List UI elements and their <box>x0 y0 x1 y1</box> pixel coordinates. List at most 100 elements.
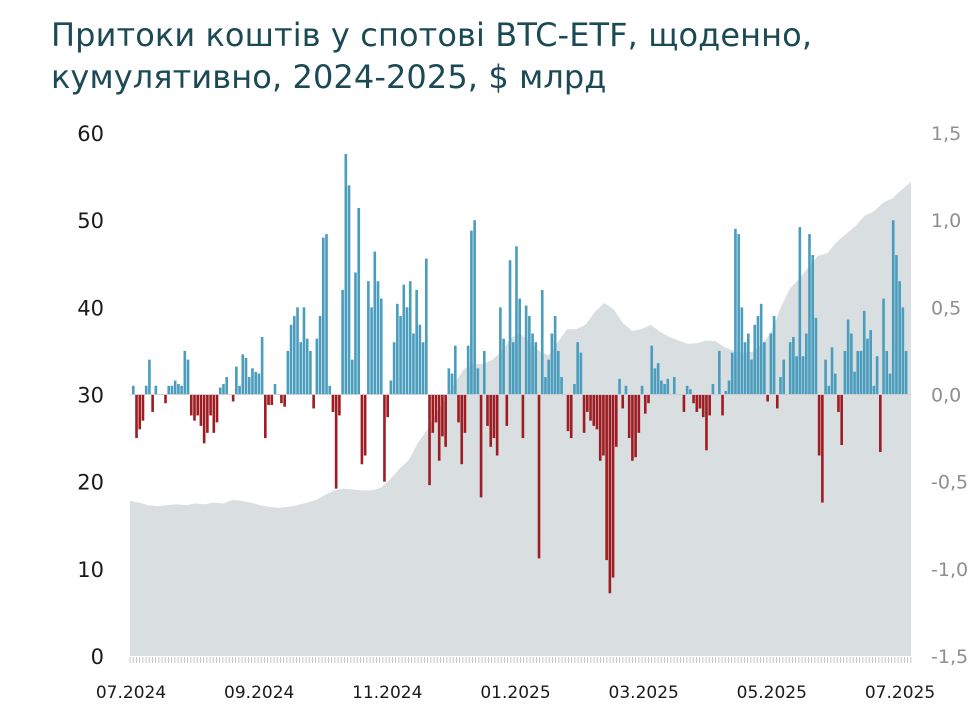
x-axis-labels: 07.2024 09.2024 11.2024 01.2025 03.2025 05.20… <box>96 683 935 703</box>
daily-flow-bar <box>412 333 415 395</box>
daily-flow-bar <box>441 394 444 437</box>
daily-flow-bar <box>779 377 782 395</box>
daily-flow-bar <box>553 316 557 395</box>
daily-flow-bar <box>798 227 802 395</box>
daily-flow-bar <box>788 342 792 395</box>
daily-flow-bar <box>737 234 740 395</box>
left-axis-tick-label: 20 <box>77 471 104 495</box>
chart-title-line-1: Притоки коштів у спотові BTC-ETF, щоденн… <box>51 16 813 54</box>
daily-flow-bar <box>367 281 370 395</box>
daily-flow-bar <box>267 394 270 405</box>
daily-flow-bar <box>540 289 544 395</box>
daily-flow-bar <box>354 272 357 395</box>
daily-flow-bar <box>257 373 261 395</box>
daily-flow-bar <box>148 359 151 395</box>
daily-flow-bar <box>895 255 898 395</box>
daily-flow-bar <box>775 394 779 409</box>
daily-flow-bar <box>186 359 190 395</box>
daily-flow-bar <box>750 359 753 395</box>
daily-flow-bar <box>495 394 499 456</box>
daily-flow-bar <box>666 378 670 395</box>
daily-flow-bar <box>280 394 283 404</box>
daily-flow-bar <box>833 373 837 395</box>
daily-flow-bar <box>376 281 380 395</box>
daily-flow-bar <box>637 394 641 433</box>
daily-flow-bar <box>270 394 274 405</box>
daily-flow-bar <box>421 342 425 395</box>
daily-flow-bar <box>682 394 686 412</box>
daily-flow-bar <box>212 394 216 433</box>
daily-flow-bar <box>560 377 563 395</box>
daily-flow-bar <box>135 394 138 439</box>
daily-flow-bar <box>444 394 447 447</box>
daily-flow-bar <box>595 394 599 430</box>
daily-flow-bar <box>866 338 869 395</box>
daily-flow-bar <box>689 389 692 395</box>
daily-flow-bar <box>489 394 493 447</box>
daily-flow-bar <box>898 281 901 395</box>
daily-flow-bar <box>218 387 222 395</box>
daily-flow-bar <box>370 307 373 395</box>
daily-flow-bar <box>499 307 502 395</box>
daily-flow-bar <box>804 333 808 395</box>
daily-flow-bar <box>132 385 135 395</box>
daily-flow-bar <box>293 316 296 395</box>
daily-flow-bar <box>373 251 377 395</box>
daily-flow-bar <box>650 345 654 395</box>
daily-flow-bar <box>453 345 457 395</box>
daily-flow-bar <box>164 394 167 404</box>
daily-flow-bar <box>415 289 418 395</box>
daily-flow-bar <box>392 342 396 395</box>
daily-flow-bar <box>193 394 196 421</box>
daily-flow-bar <box>515 246 518 395</box>
daily-flow-bar <box>173 380 177 395</box>
daily-flow-bar <box>144 385 148 395</box>
daily-flow-bar <box>718 350 721 395</box>
daily-flow-bar <box>241 354 245 395</box>
daily-flow-bar <box>331 394 335 412</box>
daily-flow-bar <box>199 394 203 426</box>
daily-flow-bar <box>663 384 666 395</box>
daily-flow-bar <box>321 237 325 395</box>
daily-flow-bar <box>853 371 856 395</box>
daily-flow-bar <box>399 316 402 395</box>
daily-flow-bar <box>801 356 805 395</box>
daily-flow-bar <box>521 394 525 439</box>
daily-flow-bar <box>537 394 541 559</box>
daily-flow-bar <box>309 350 312 395</box>
daily-flow-bar <box>547 359 550 395</box>
daily-flow-bar <box>247 377 251 395</box>
daily-flow-bar <box>405 307 409 395</box>
daily-flow-bar <box>708 394 711 416</box>
daily-flow-bar <box>792 336 795 395</box>
daily-flow-bar <box>457 394 460 423</box>
daily-flow-bar <box>747 333 750 395</box>
daily-flow-bar <box>425 258 428 395</box>
daily-flow-bar <box>614 394 618 447</box>
daily-flow-bar <box>672 377 676 395</box>
daily-flow-bar <box>492 394 496 439</box>
daily-flow-bar <box>231 394 235 402</box>
daily-flow-bar <box>315 338 319 395</box>
x-axis-tick-label: 01.2025 <box>480 683 550 703</box>
daily-flow-bar <box>627 394 631 439</box>
daily-flow-bar <box>656 363 660 395</box>
daily-flow-bar <box>305 338 309 395</box>
daily-flow-bar <box>418 324 422 395</box>
daily-flow-bar <box>727 380 731 395</box>
daily-flow-bar <box>724 391 728 395</box>
daily-flow-bar <box>177 384 180 395</box>
daily-flow-bar <box>660 380 663 395</box>
daily-flow-bar <box>624 385 628 395</box>
cumulative-area-layer <box>130 181 911 657</box>
daily-flow-bar <box>766 394 769 402</box>
daily-flow-bar <box>428 394 431 486</box>
daily-flow-bar <box>692 394 695 404</box>
daily-flow-bar <box>759 303 763 395</box>
left-axis-tick-label: 10 <box>77 558 104 582</box>
daily-flow-bar <box>502 338 505 395</box>
daily-flow-bar <box>408 281 412 395</box>
daily-flow-bar <box>618 378 621 395</box>
daily-flow-bar <box>840 394 843 446</box>
right-axis: -1,5 -1,0 -0,5 0,0 0,5 1,0 1,5 <box>931 123 968 668</box>
